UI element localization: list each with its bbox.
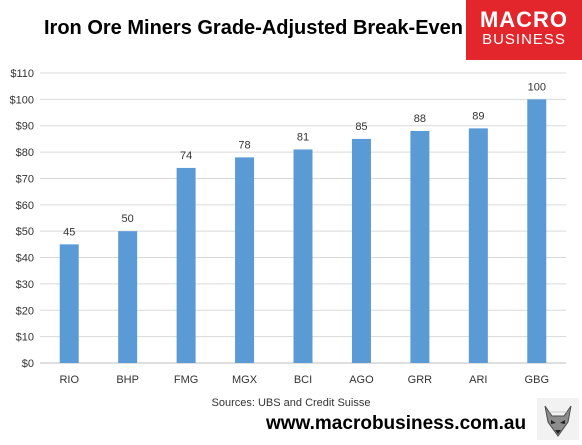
y-tick-label: $100 — [10, 94, 34, 106]
y-tick-label: $110 — [10, 68, 34, 80]
bar-gbg — [527, 99, 547, 363]
x-tick-label: FMG — [174, 374, 198, 386]
chart-title: Iron Ore Miners Grade-Adjusted Break-Eve… — [44, 17, 464, 39]
source-note: Sources: UBS and Credit Suisse — [211, 397, 371, 409]
bar-chart: $0 $10 $20 $30 $40 $50 $60 $70 $80 $90 $100 $110 45 R… — [10, 68, 566, 386]
logo-line-2: BUSINESS — [482, 31, 566, 48]
y-tick-label: $70 — [16, 173, 34, 185]
x-tick-label: ARI — [469, 374, 487, 386]
logo-line-1: MACRO — [479, 7, 569, 32]
bar-ari — [468, 128, 488, 363]
data-label: 85 — [355, 121, 367, 133]
data-label: 74 — [180, 150, 192, 162]
data-label: 78 — [238, 139, 250, 151]
bar-mgx — [235, 157, 255, 363]
x-tick-label: BCI — [294, 374, 312, 386]
macrobusiness-logo: MACRO BUSINESS — [466, 0, 582, 60]
x-tick-label: BHP — [116, 374, 139, 386]
x-tick-label: AGO — [349, 374, 374, 386]
data-label: 45 — [63, 226, 75, 238]
x-tick-label: GBG — [525, 374, 549, 386]
data-label: 89 — [472, 110, 484, 122]
bar-grr — [410, 131, 430, 363]
y-tick-label: $10 — [16, 332, 34, 344]
bar-rio — [59, 244, 79, 363]
x-tick-label: MGX — [232, 374, 258, 386]
y-tick-label: $90 — [16, 121, 34, 133]
bar-ago — [351, 138, 371, 363]
bar-fmg — [176, 167, 196, 363]
website-url: www.macrobusiness.com.au — [266, 413, 527, 434]
y-tick-label: $30 — [16, 279, 34, 291]
data-label: 100 — [528, 81, 546, 93]
y-tick-label: $0 — [22, 358, 34, 370]
wolf-mascot-icon — [537, 398, 579, 440]
y-tick-label: $80 — [16, 147, 34, 159]
bar-bhp — [118, 231, 138, 363]
y-tick-label: $40 — [16, 253, 34, 265]
y-tick-label: $20 — [16, 305, 34, 317]
x-tick-label: GRR — [408, 374, 433, 386]
data-label: 50 — [122, 213, 134, 225]
data-label: 88 — [414, 113, 426, 125]
x-tick-label: RIO — [59, 374, 79, 386]
y-tick-label: $60 — [16, 200, 34, 212]
data-label: 81 — [297, 131, 309, 143]
bar-bci — [293, 149, 313, 363]
y-tick-label: $50 — [16, 226, 34, 238]
